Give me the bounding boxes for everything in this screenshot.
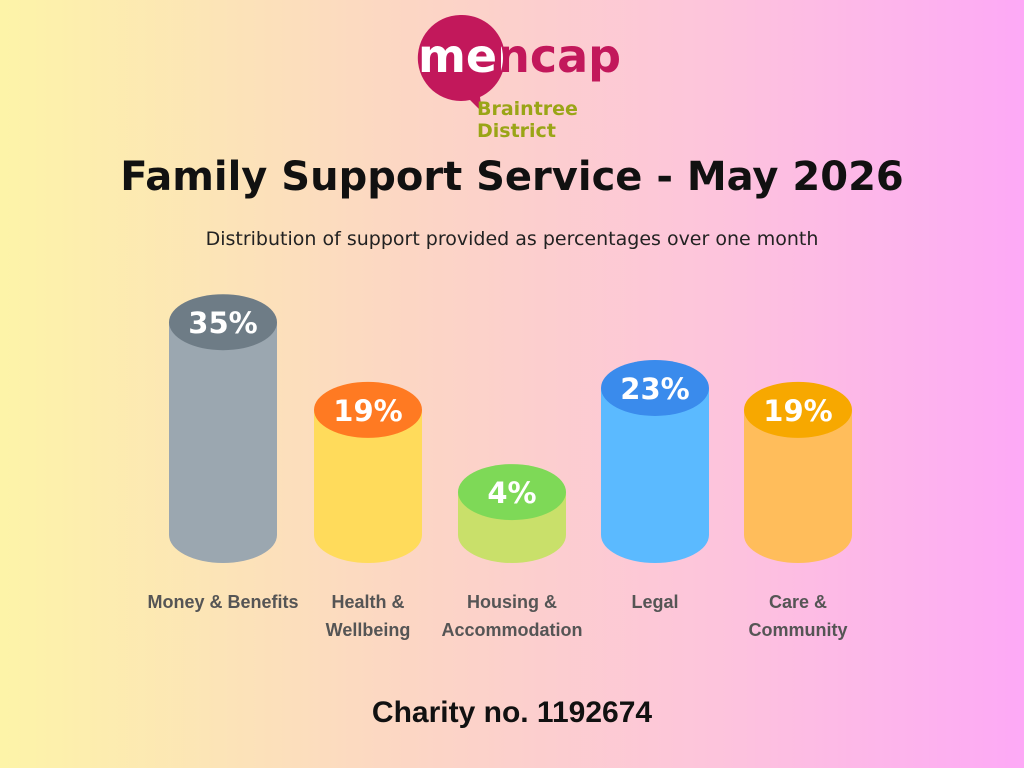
category-label: Money & Benefits [147, 592, 299, 612]
chart-subtitle: Distribution of support provided as perc… [206, 228, 819, 250]
category-label: Health & Wellbeing [325, 592, 411, 640]
cylinder-body [169, 322, 277, 563]
chart-title: Family Support Service - May 2026 [120, 154, 904, 200]
value-label: 4% [487, 476, 536, 510]
category-label: Care & Community [748, 592, 848, 640]
category-label: Housing & Accommodation [441, 592, 583, 640]
category-label: Legal [631, 592, 679, 612]
logo-text: mencap [418, 29, 621, 83]
value-label: 19% [763, 394, 832, 428]
logo-text: mencap [418, 29, 621, 83]
cylinder-top [314, 381, 422, 438]
logo-bubble [417, 14, 505, 113]
cylinder-body [744, 409, 852, 563]
cylinder-body [601, 387, 709, 563]
value-label: 23% [620, 372, 689, 406]
value-label: 35% [188, 306, 257, 340]
logo-line: Braintree [477, 98, 578, 120]
logo-line: District [477, 120, 556, 142]
value-label: 19% [333, 394, 402, 428]
cylinder-top [601, 359, 709, 416]
cylinder-top [169, 294, 277, 351]
cylinder-top [458, 464, 566, 521]
footer: Charity no. 1192674 [372, 696, 652, 729]
cylinder-body [314, 409, 422, 563]
cylinder-top [744, 381, 852, 438]
